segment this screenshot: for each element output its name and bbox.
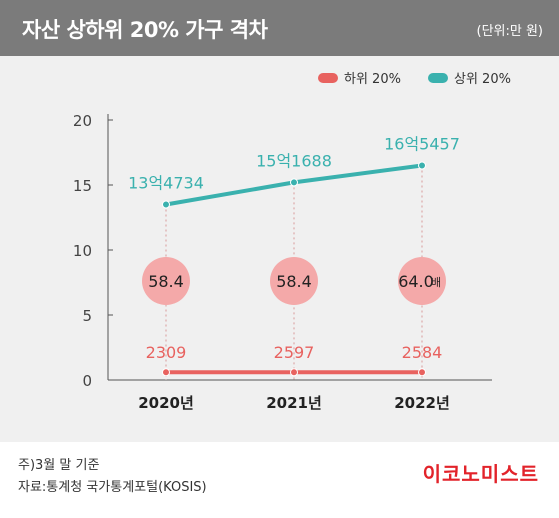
legend-label: 하위 20% [344, 72, 401, 87]
data-point [418, 161, 426, 170]
y-tick-label: 20 [73, 112, 92, 130]
data-point [290, 178, 298, 187]
unit-label: (단위:만 원) [476, 24, 544, 39]
title-bar: 자산 상하위 20% 가구 격차 (단위:만 원) [0, 0, 559, 56]
y-tick-label: 0 [82, 372, 92, 390]
data-label: 2584 [402, 343, 443, 362]
data-label: 13억4734 [128, 174, 204, 193]
ratio-label: 58.4 [276, 272, 312, 291]
ratio-suffix: 배 [431, 276, 441, 289]
footer: 주)3월 말 기준 자료:통계청 국가통계포털(KOSIS) [18, 455, 207, 499]
data-point [162, 368, 170, 377]
legend-swatch [428, 73, 448, 83]
y-tick-label: 10 [73, 242, 92, 260]
data-label: 2597 [274, 343, 315, 362]
data-label: 15억1688 [256, 151, 332, 170]
ratio-label: 64.0 [398, 272, 434, 291]
ratio-circle [398, 257, 446, 305]
chart-title: 자산 상하위 20% 가구 격차 [22, 18, 268, 42]
legend-swatch [318, 73, 338, 83]
chart-area: 0 5 10 15 20 2020년 2021년 2022년 58.4 58.4 64.0 배 2309… [0, 56, 559, 442]
y-tick-label: 5 [82, 307, 92, 325]
footnote: 주)3월 말 기준 [18, 458, 100, 473]
ratio-label: 58.4 [148, 272, 184, 291]
line-chart: 0 5 10 15 20 2020년 2021년 2022년 58.4 58.4 64.0배 2309… [73, 72, 511, 412]
x-tick-label: 2020년 [138, 394, 194, 412]
ratio-circle [270, 257, 318, 305]
y-tick-label: 15 [73, 177, 92, 195]
data-point [162, 200, 170, 209]
brand-logo: 이코노미스트 [422, 462, 539, 486]
legend-label: 상위 20% [454, 72, 511, 87]
data-point [418, 368, 426, 377]
data-label: 16억5457 [384, 135, 460, 154]
x-tick-label: 2021년 [266, 394, 322, 412]
ratio-circle [142, 257, 190, 305]
data-point [290, 368, 298, 377]
source-note: 자료:통계청 국가통계포털(KOSIS) [18, 480, 207, 495]
x-tick-label: 2022년 [394, 394, 450, 412]
data-label: 2309 [146, 343, 187, 362]
